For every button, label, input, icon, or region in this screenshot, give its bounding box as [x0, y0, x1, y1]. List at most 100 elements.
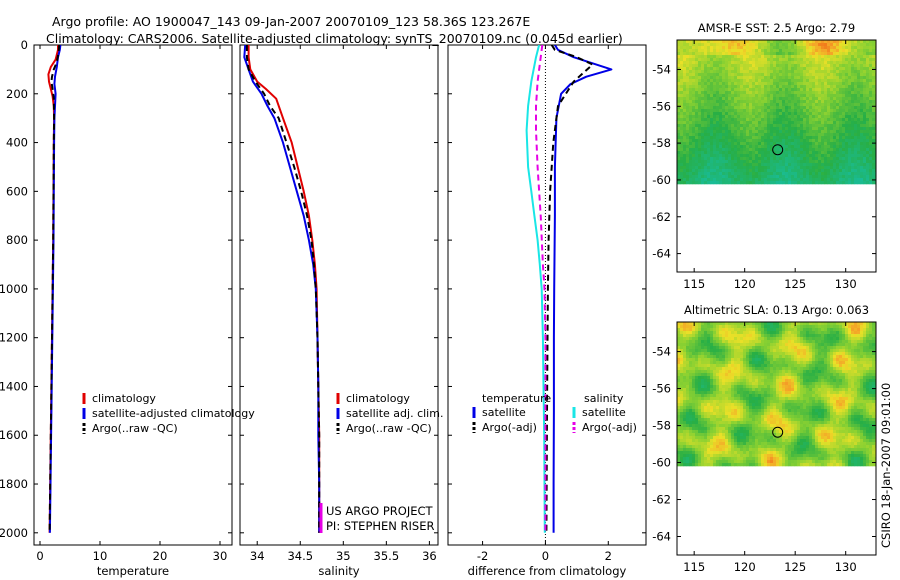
sst_map-cell: [860, 115, 864, 119]
sst_map-cell: [863, 43, 867, 47]
sla_map-cell: [842, 376, 846, 380]
sst_map-cell: [770, 49, 774, 53]
sla_map-cell: [761, 337, 765, 341]
sla_map-cell: [719, 358, 723, 362]
sst_map-cell: [857, 46, 861, 50]
sla_map-cell: [758, 352, 762, 356]
sla_map-cell: [731, 385, 735, 389]
sst_map-cell: [854, 148, 858, 152]
sst_map-cell: [809, 172, 813, 176]
sst_map-cell: [842, 124, 846, 128]
sla_map-cell: [854, 379, 858, 383]
salinity-xtick-label: 35.5: [374, 549, 400, 563]
sla_map-cell: [824, 349, 828, 353]
sst_map-cell: [701, 64, 705, 68]
sla_map-cell: [785, 376, 789, 380]
sla_map-cell: [716, 379, 720, 383]
sla_map-cell: [701, 322, 705, 326]
sla_map-cell: [827, 373, 831, 377]
sla_map-cell: [821, 334, 825, 338]
sla_map-cell: [875, 382, 876, 386]
sst_map-cell: [824, 79, 828, 83]
sst_map-cell: [731, 148, 735, 152]
sst_map-cell: [722, 136, 726, 140]
sst_map-cell: [836, 40, 840, 44]
sst_map-cell: [686, 97, 690, 101]
sst_map-cell: [854, 82, 858, 86]
sla_map-cell: [800, 364, 804, 368]
sst_map-cell: [851, 70, 855, 74]
sst_map-cell: [818, 142, 822, 146]
sla_map-cell: [764, 355, 768, 359]
sst_map-cell: [773, 82, 777, 86]
sst_map-cell: [854, 154, 858, 158]
sst_map-cell: [866, 127, 870, 131]
sst_map-cell: [827, 133, 831, 137]
sst_map-cell: [683, 76, 687, 80]
sst_map-cell: [704, 157, 708, 161]
sst_map-cell: [836, 160, 840, 164]
sst_map-cell: [812, 181, 816, 185]
sst_map-cell: [791, 109, 795, 113]
sst_map-cell: [836, 166, 840, 170]
sst_map-cell: [848, 49, 852, 53]
sla_map-cell: [845, 376, 849, 380]
sla_map-cell: [815, 349, 819, 353]
sst_map-cell: [767, 109, 771, 113]
sst_map-cell: [737, 97, 741, 101]
sst_map-cell: [707, 46, 711, 50]
sst_map-cell: [800, 88, 804, 92]
sst_map-cell: [842, 157, 846, 161]
sla_map-cell: [755, 355, 759, 359]
sst_map-cell: [680, 124, 684, 128]
sst_map-cell: [821, 73, 825, 77]
sla_map-cell: [752, 370, 756, 374]
sst_map-cell: [866, 40, 870, 44]
sst_map-cell: [728, 160, 732, 164]
sst_map-cell: [818, 76, 822, 80]
sla_map-cell: [719, 376, 723, 380]
sst_map-cell: [680, 106, 684, 110]
sst_map-cell: [836, 64, 840, 68]
sst_map-cell: [779, 109, 783, 113]
sla_map-cell: [773, 355, 777, 359]
sst_map-cell: [776, 100, 780, 104]
sla_map-cell: [713, 322, 717, 326]
sst_map-cell: [773, 142, 777, 146]
sst_map-cell: [686, 58, 690, 62]
sst_map-cell: [719, 124, 723, 128]
sla_map-cell: [803, 337, 807, 341]
sst_map-cell: [872, 139, 876, 143]
sla_map-cell: [824, 331, 828, 335]
sla_map-cell: [776, 385, 780, 389]
sla_map-cell: [782, 325, 786, 329]
sla_map-cell: [830, 385, 834, 389]
sst_map-cell: [848, 76, 852, 80]
sla_map-cell: [797, 328, 801, 332]
sla_map-cell: [806, 328, 810, 332]
sla_map-cell: [704, 373, 708, 377]
sst_map-cell: [761, 94, 765, 98]
sst_map-cell: [776, 157, 780, 161]
sst_map-cell: [860, 127, 864, 131]
sla_map-cell: [788, 331, 792, 335]
sla_map-cell: [779, 379, 783, 383]
sst_map-cell: [836, 178, 840, 182]
sst_map-cell: [734, 133, 738, 137]
sst_map-cell: [848, 139, 852, 143]
sst_map-cell: [752, 106, 756, 110]
sst_map-cell: [701, 136, 705, 140]
sst_map-cell: [767, 100, 771, 104]
sst_map-cell: [737, 112, 741, 116]
sst_map-cell: [869, 49, 873, 53]
sla_map-cell: [692, 334, 696, 338]
sst_map-cell: [833, 124, 837, 128]
sla_map-cell: [701, 337, 705, 341]
sst_map-cell: [761, 121, 765, 125]
sla_map-cell: [698, 379, 702, 383]
sst_map-cell: [866, 106, 870, 110]
sst_map-cell: [812, 103, 816, 107]
sla_map-cell: [839, 343, 843, 347]
sst_map-cell: [800, 52, 804, 56]
sst_map-cell: [857, 163, 861, 167]
